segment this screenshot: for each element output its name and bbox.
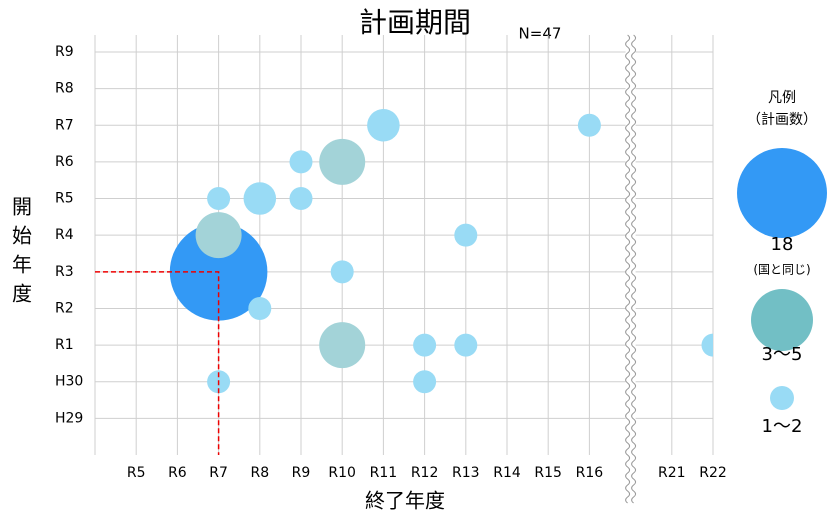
x-tick-label: R22	[699, 465, 727, 481]
y-tick-label: H29	[55, 410, 83, 426]
x-tick-label: R12	[411, 465, 439, 481]
bubble	[195, 212, 242, 259]
x-tick-label: R6	[168, 465, 187, 481]
bubble	[330, 260, 354, 284]
bubble	[248, 296, 272, 320]
x-tick-label: R13	[452, 465, 480, 481]
bubble	[243, 182, 277, 215]
legend-note: (国と同じ)	[753, 263, 810, 277]
y-tick-label: R5	[55, 191, 74, 207]
axis-break	[625, 35, 636, 500]
legend-label: 1～2	[762, 416, 803, 437]
x-tick-label: R7	[209, 465, 228, 481]
x-tick-label: R16	[576, 465, 604, 481]
plot	[169, 109, 713, 394]
chart-title: 計画期間	[359, 6, 471, 39]
y-tick-label: H30	[55, 374, 83, 390]
y-tick-label: R4	[55, 227, 74, 243]
legend-title: 凡例	[768, 90, 796, 106]
x-tick-label: R14	[493, 465, 521, 481]
x-tick-label: R21	[658, 465, 686, 481]
y-tick-label: R8	[55, 81, 74, 97]
axis-break-line	[625, 34, 631, 504]
bubble	[289, 187, 313, 211]
x-tick-label: R5	[127, 465, 146, 481]
bubble	[454, 223, 478, 247]
legend-label: 18	[771, 234, 794, 255]
bubble	[577, 113, 601, 137]
bubble	[701, 333, 713, 357]
y-tick-label: R7	[55, 117, 74, 133]
y-axis-label: 度	[12, 282, 32, 306]
x-tick-label: R9	[292, 465, 311, 481]
bubble	[289, 150, 313, 174]
y-axis-label: 年	[12, 253, 32, 277]
bubble	[454, 333, 478, 357]
y-tick-label: R6	[55, 154, 74, 170]
bubble	[413, 333, 437, 357]
guide-line	[95, 271, 220, 455]
x-tick-label: R10	[328, 465, 356, 481]
y-tick-label: R1	[55, 337, 74, 353]
x-tick-label: R15	[534, 465, 562, 481]
bubble	[319, 138, 366, 185]
bubble	[413, 370, 437, 394]
chart-subtitle: N=47	[519, 25, 562, 43]
legend-swatch	[770, 386, 794, 410]
x-tick-label: R11	[370, 465, 398, 481]
legend-label: 3～5	[762, 344, 803, 365]
legend-subtitle: （計画数）	[747, 112, 817, 128]
legend-swatch	[737, 148, 827, 238]
y-tick-label: R2	[55, 300, 74, 316]
y-tick-label: R3	[55, 264, 74, 280]
bubble	[367, 109, 400, 142]
y-axis-label: 開	[12, 195, 32, 219]
legend-swatch	[751, 289, 813, 351]
y-tick-label: R9	[55, 44, 74, 60]
y-axis-label: 始	[12, 224, 32, 248]
bubble	[207, 187, 231, 211]
x-tick-label: R8	[250, 465, 269, 481]
axis-break-line	[631, 34, 637, 504]
x-axis-label: 終了年度	[365, 489, 445, 513]
bubble	[319, 322, 366, 369]
grid	[94, 35, 714, 455]
